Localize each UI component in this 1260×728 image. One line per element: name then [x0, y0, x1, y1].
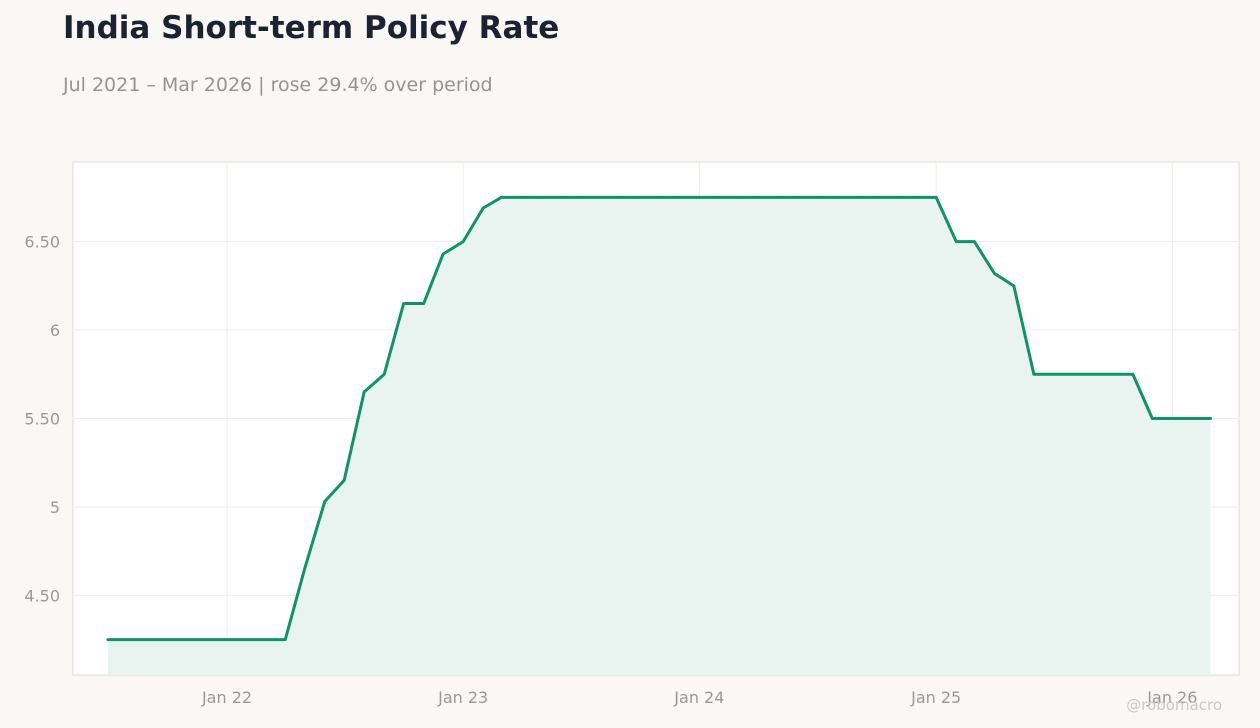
data-point — [402, 302, 405, 305]
data-point — [284, 638, 287, 641]
data-point — [461, 240, 465, 243]
data-point — [678, 196, 681, 199]
data-point — [166, 638, 169, 641]
data-point — [698, 196, 701, 199]
data-point — [1032, 373, 1036, 376]
data-point — [815, 196, 819, 199]
data-point — [441, 252, 445, 256]
data-point — [856, 196, 859, 199]
y-tick-label: 5 — [50, 498, 60, 517]
data-point — [835, 196, 839, 199]
data-point — [500, 196, 503, 199]
page-title: India Short-term Policy Rate — [63, 10, 560, 46]
y-axis: 4.50 5 5.50 6 6.50 — [24, 233, 60, 606]
y-tick-label: 6.50 — [24, 233, 60, 252]
series-points — [106, 196, 1212, 641]
data-point — [106, 638, 110, 641]
data-point — [993, 272, 996, 275]
data-point — [796, 196, 799, 199]
data-point — [619, 196, 622, 199]
data-point — [482, 206, 485, 210]
y-tick-label: 6 — [50, 321, 60, 340]
data-point — [539, 196, 543, 199]
data-point — [225, 638, 229, 641]
data-point — [303, 567, 306, 571]
x-tick-label: Jan 26 — [1146, 688, 1197, 707]
x-tick-label: Jan 25 — [910, 688, 961, 707]
page-subtitle: Jul 2021 – Mar 2026 | rose 29.4% over pe… — [63, 74, 493, 96]
y-tick-label: 5.50 — [24, 410, 60, 429]
data-point — [875, 196, 878, 199]
data-point — [323, 500, 326, 503]
data-point — [146, 638, 150, 641]
data-point — [638, 196, 642, 199]
data-point — [776, 196, 779, 199]
y-tick-label: 4.50 — [24, 586, 60, 605]
data-point — [718, 196, 721, 199]
data-point — [422, 302, 425, 305]
data-point — [1012, 284, 1016, 288]
data-point — [245, 638, 249, 641]
data-point — [1072, 373, 1075, 376]
data-point — [658, 196, 662, 199]
x-tick-label: Jan 24 — [673, 688, 724, 707]
data-point — [186, 638, 189, 641]
data-point — [263, 638, 267, 641]
data-point — [955, 240, 958, 243]
data-point — [1191, 417, 1194, 420]
data-point — [205, 638, 209, 641]
data-point — [383, 373, 386, 376]
data-point — [973, 240, 976, 243]
data-point — [1052, 373, 1055, 376]
data-point — [1092, 373, 1095, 376]
data-point — [914, 196, 918, 199]
data-point — [520, 196, 523, 199]
x-tick-label: Jan 22 — [201, 688, 252, 707]
data-point — [1151, 417, 1154, 420]
data-point — [342, 479, 346, 482]
data-point — [1209, 417, 1212, 420]
data-point — [736, 196, 740, 199]
x-axis: Jan 22 Jan 23 Jan 24 Jan 25 Jan 26 — [201, 688, 1197, 707]
watermark: @robomacro — [1126, 696, 1222, 714]
data-point — [599, 196, 602, 199]
data-point — [559, 196, 563, 199]
series-area-fill — [107, 197, 1211, 675]
data-point — [757, 196, 760, 199]
data-point — [1111, 373, 1115, 376]
data-point — [579, 196, 582, 199]
data-point — [895, 196, 898, 199]
data-point — [362, 390, 366, 394]
data-point — [934, 196, 938, 199]
data-point — [1171, 417, 1174, 420]
data-point — [1131, 373, 1135, 376]
data-point — [126, 638, 130, 641]
x-tick-label: Jan 23 — [437, 688, 488, 707]
